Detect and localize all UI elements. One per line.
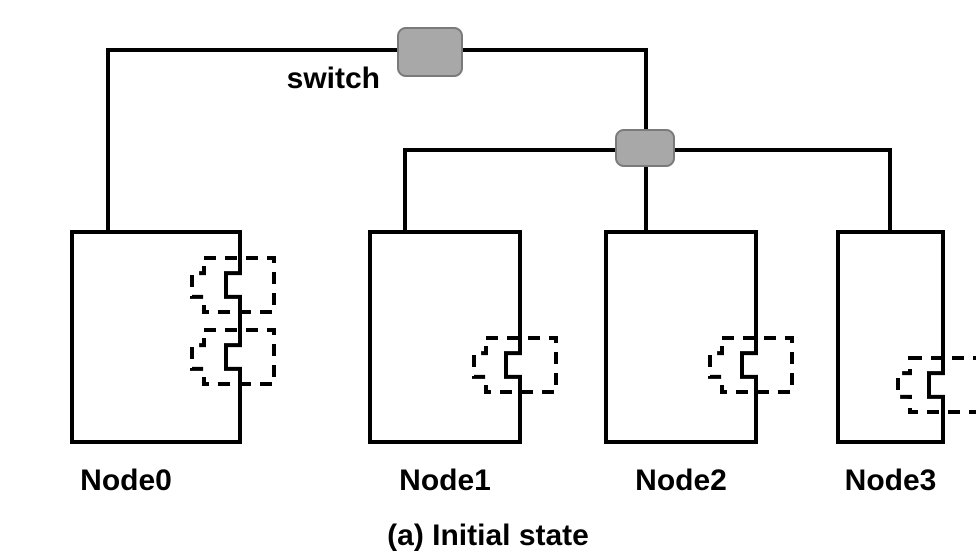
switch-box bbox=[616, 130, 674, 166]
node-label: Node2 bbox=[635, 464, 727, 497]
wire bbox=[462, 50, 646, 130]
node2: Node2 bbox=[606, 232, 792, 497]
figure-caption: (a) Initial state bbox=[387, 519, 589, 552]
wires-group bbox=[108, 50, 890, 232]
node0: Node0 bbox=[72, 232, 274, 497]
node-box bbox=[72, 232, 240, 442]
node3: Node3 bbox=[838, 232, 976, 497]
switch-label: switch bbox=[287, 62, 380, 95]
node-label: Node1 bbox=[399, 464, 491, 497]
switch-box bbox=[398, 28, 462, 76]
wire bbox=[674, 150, 890, 232]
node-label: Node0 bbox=[80, 464, 172, 497]
node1: Node1 bbox=[370, 232, 556, 497]
wire bbox=[405, 150, 616, 232]
nodes-group: Node0 Node1 Node2 Node3 bbox=[72, 232, 976, 497]
node-label: Node3 bbox=[845, 464, 937, 497]
